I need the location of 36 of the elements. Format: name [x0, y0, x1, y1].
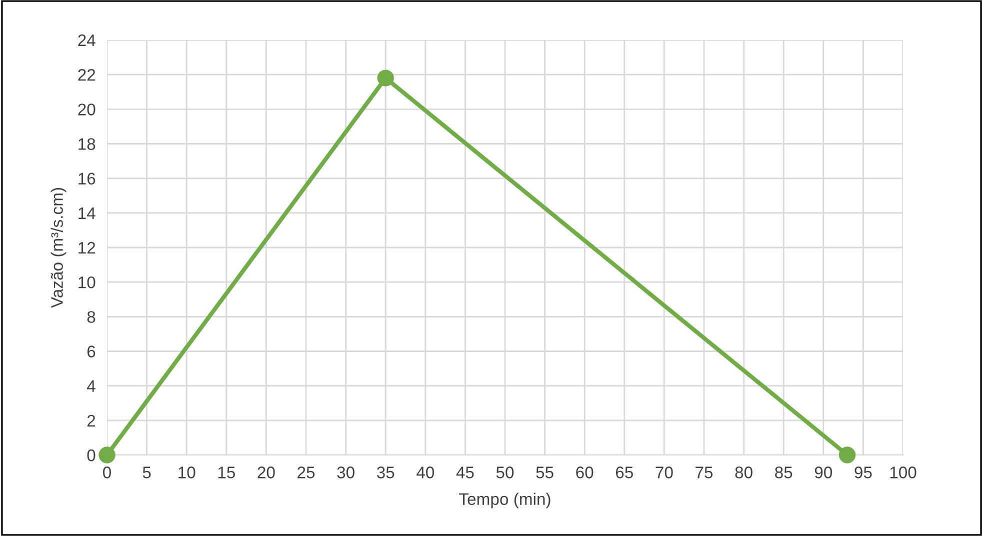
x-tick-label: 15	[218, 466, 235, 478]
y-tick-label: 4	[87, 380, 96, 392]
y-tick-label: 10	[78, 276, 96, 288]
x-tick-label: 95	[854, 466, 872, 478]
x-tick-label: 80	[735, 466, 752, 478]
x-tick-label: 100	[890, 466, 916, 478]
x-tick-label: 85	[775, 466, 792, 478]
x-tick-label: 55	[536, 466, 554, 478]
y-tick-label: 18	[78, 138, 96, 150]
y-tick-label: 6	[87, 346, 96, 358]
y-tick-label: 24	[78, 34, 96, 46]
y-tick-label: 12	[78, 242, 96, 254]
y-tick-label: 14	[78, 207, 96, 219]
y-tick-label: 2	[87, 414, 96, 426]
x-tick-label: 70	[656, 466, 673, 478]
x-tick-label: 90	[814, 466, 832, 478]
y-tick-label: 16	[78, 172, 96, 185]
x-tick-label: 75	[696, 466, 713, 478]
x-tick-label: 35	[376, 466, 394, 478]
y-tick-label: 22	[78, 68, 96, 81]
y-tick-label: 20	[78, 104, 96, 116]
x-tick-label: 30	[337, 466, 354, 478]
x-tick-label: 60	[576, 466, 594, 478]
x-tick-label: 50	[496, 466, 514, 478]
x-tick-label: 10	[178, 466, 196, 478]
x-tick-label: 25	[298, 466, 315, 478]
x-tick-label: 65	[616, 466, 633, 478]
x-tick-label: 0	[103, 466, 111, 478]
x-tick-label: 5	[142, 466, 151, 478]
x-tick-label: 40	[416, 466, 434, 478]
x-axis-title: Tempo (min)	[459, 492, 550, 508]
y-tick-label: 0	[87, 449, 96, 462]
y-tick-label: 8	[87, 311, 96, 323]
x-tick-label: 45	[456, 466, 474, 478]
x-tick-label: 20	[258, 466, 275, 478]
y-axis-title: Vazão (m³/s.cm)	[50, 188, 66, 308]
